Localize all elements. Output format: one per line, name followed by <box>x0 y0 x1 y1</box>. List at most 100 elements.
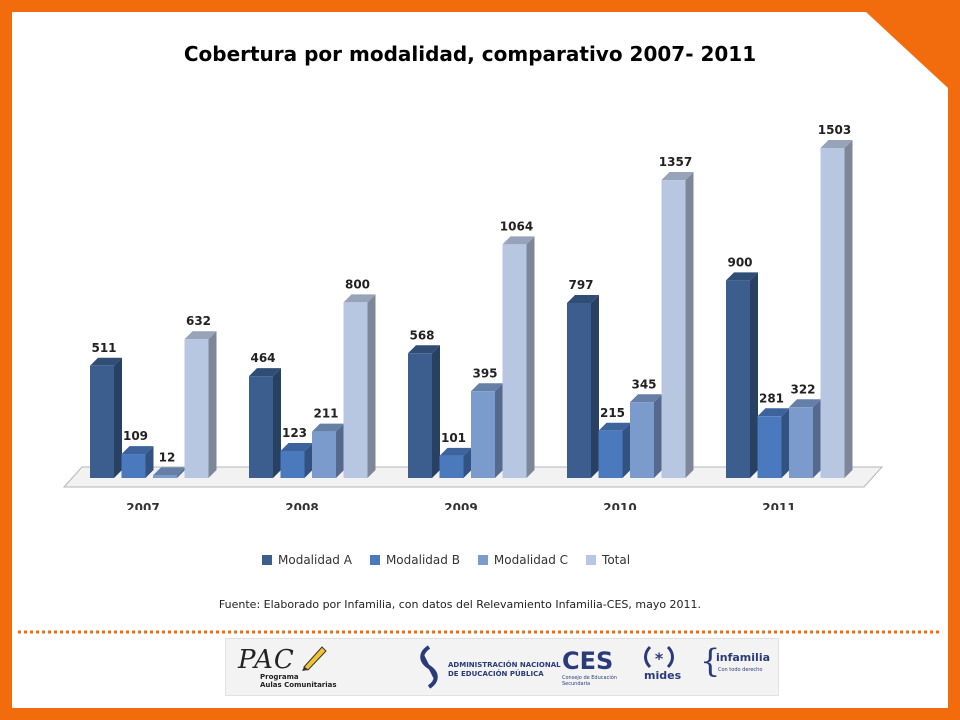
data-label: 1064 <box>500 219 533 233</box>
data-label: 632 <box>186 314 211 328</box>
bar-side <box>463 447 472 478</box>
legend-item: Modalidad B <box>369 553 460 567</box>
x-tick-label: 2010 <box>603 501 636 510</box>
data-label: 109 <box>123 429 148 443</box>
chart-title: Cobertura por modalidad, comparativo 200… <box>183 42 757 66</box>
pac-subtitle-line: Aulas Comunitarias <box>260 681 337 689</box>
x-tick-label: 2008 <box>285 501 318 510</box>
bar-front <box>184 339 209 478</box>
bar <box>630 394 662 478</box>
chart-data-labels: 511 109 12 632 464 123 211 800 568 101 395 1064 797 2… <box>91 123 851 464</box>
legend-swatch-modalidad-c <box>477 555 488 565</box>
data-label: 322 <box>790 382 815 396</box>
bar <box>153 467 185 478</box>
anep-line: ADMINISTRACIÓN NACIONAL <box>448 661 561 669</box>
pac-logo: PAC <box>238 645 295 675</box>
bar <box>343 294 376 478</box>
bar-front <box>439 455 464 478</box>
bar-front <box>789 407 813 478</box>
mides-logo: mides <box>644 669 682 682</box>
bar-top <box>280 442 313 451</box>
legend-swatch-modalidad-a <box>262 555 272 565</box>
bar-front <box>312 431 336 478</box>
mides-emblem-icon: * <box>644 645 674 669</box>
bar-front <box>757 416 782 478</box>
bar-side <box>685 172 694 478</box>
bar-side <box>622 422 631 478</box>
bar-front <box>471 391 495 478</box>
anep-logo-text: ADMINISTRACIÓN NACIONAL DE EDUCACIÓN PÚB… <box>448 661 561 679</box>
pencil-icon <box>302 646 327 671</box>
legend-item: Modalidad A <box>262 553 352 567</box>
ces-subtitle: Consejo de Educación Secundaria <box>562 675 617 687</box>
bar-top <box>249 368 281 377</box>
bar-front <box>90 365 114 478</box>
bar-side <box>495 383 503 478</box>
bar-side <box>304 442 313 478</box>
data-label: 211 <box>313 407 338 421</box>
bar-top <box>598 422 631 431</box>
bar-front <box>820 148 845 478</box>
x-tick-label: 2009 <box>444 501 477 510</box>
bar <box>90 357 122 478</box>
brace-icon: { <box>700 642 721 680</box>
ces-line: Consejo de Educación <box>562 675 617 681</box>
bar-side <box>813 399 821 478</box>
bar-side <box>367 294 376 478</box>
anep-line: DE EDUCACIÓN PÚBLICA <box>448 670 544 678</box>
data-label: 123 <box>282 426 307 440</box>
data-label: 464 <box>250 351 275 365</box>
data-label: 12 <box>159 450 176 464</box>
source-note: Fuente: Elaborado por Infamilia, con dat… <box>218 598 702 611</box>
legend-label: Modalidad B <box>385 553 460 567</box>
legend-swatch-modalidad-b <box>369 555 380 565</box>
bar-side <box>208 331 217 478</box>
legend-label: Modalidad A <box>278 553 352 567</box>
bar <box>471 383 503 478</box>
data-label: 101 <box>441 431 466 445</box>
bar <box>789 399 821 478</box>
infamilia-logo: infamilia <box>716 651 771 664</box>
bar <box>408 345 440 478</box>
bar-side <box>145 446 154 478</box>
bar <box>820 140 853 478</box>
bar <box>726 272 758 478</box>
bar-top <box>502 236 535 245</box>
bar-top <box>757 408 790 417</box>
bar-front <box>343 302 368 478</box>
bar <box>312 423 344 478</box>
bar-side <box>844 140 853 478</box>
anep-emblem-icon <box>420 645 438 689</box>
bar-top <box>90 357 122 366</box>
bar-top <box>630 394 662 403</box>
data-label: 215 <box>600 406 625 420</box>
logo-strip: PAC Programa Aulas Comunitarias ADMINIST… <box>225 638 779 696</box>
bar-front <box>121 454 146 478</box>
bar <box>439 447 472 478</box>
data-label: 568 <box>409 328 434 342</box>
bar-side <box>591 295 599 478</box>
ces-line: Secundaria <box>562 681 591 687</box>
bar-top <box>661 172 694 181</box>
bar-front <box>502 244 527 478</box>
bar-top <box>153 467 185 476</box>
bar-top <box>121 446 154 455</box>
bar <box>184 331 217 478</box>
bar-top <box>439 447 472 456</box>
bar-front <box>408 353 432 478</box>
bar-front <box>280 450 305 478</box>
data-label: 511 <box>91 341 116 355</box>
bar-front <box>153 475 177 478</box>
bar <box>249 368 281 478</box>
data-label: 1503 <box>818 123 851 137</box>
ces-logo: CES <box>562 647 614 675</box>
legend-label: Modalidad C <box>493 553 569 567</box>
bar-chart: 511 109 12 632 464 123 211 800 568 101 395 1064 797 2… <box>62 123 884 510</box>
bar-top <box>408 345 440 354</box>
bar-top <box>312 423 344 432</box>
data-label: 345 <box>631 377 656 391</box>
svg-text:*: * <box>655 649 664 668</box>
bar-side <box>781 408 790 478</box>
infamilia-tagline: Con todo derecho <box>718 667 763 673</box>
